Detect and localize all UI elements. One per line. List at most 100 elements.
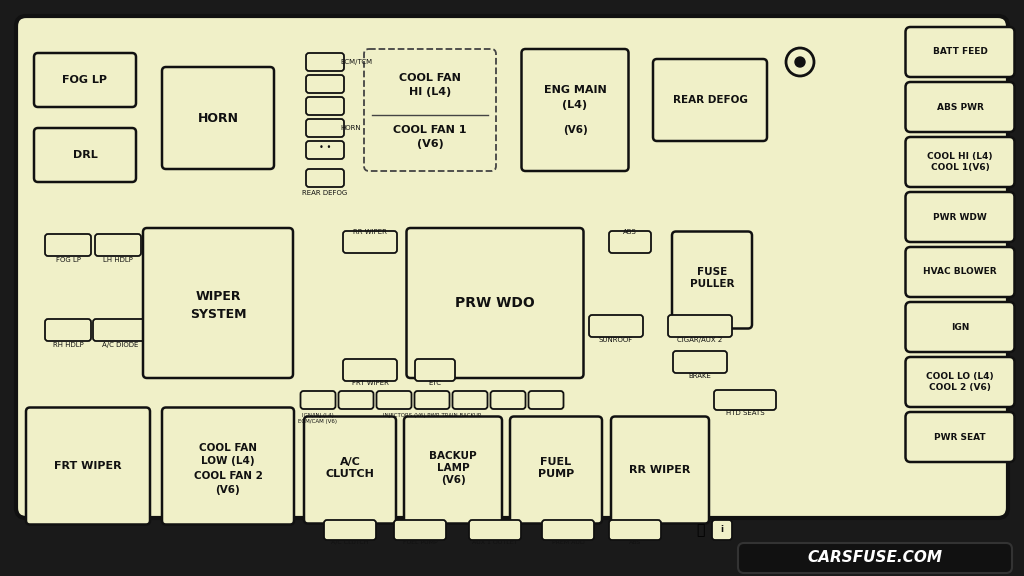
FancyBboxPatch shape: [905, 357, 1015, 407]
Text: HI (L4): HI (L4): [409, 87, 452, 97]
FancyBboxPatch shape: [469, 520, 521, 540]
FancyBboxPatch shape: [34, 53, 136, 107]
FancyBboxPatch shape: [93, 319, 147, 341]
FancyBboxPatch shape: [95, 234, 141, 256]
FancyBboxPatch shape: [339, 391, 374, 409]
FancyBboxPatch shape: [521, 49, 629, 171]
FancyBboxPatch shape: [306, 141, 344, 159]
FancyBboxPatch shape: [712, 520, 732, 540]
FancyBboxPatch shape: [672, 232, 752, 328]
Text: BRAKE: BRAKE: [688, 373, 712, 379]
Text: INJECTORS (V6) PWR TRAIN BACKUP: INJECTORS (V6) PWR TRAIN BACKUP: [383, 412, 481, 418]
Text: (V6): (V6): [216, 485, 241, 495]
FancyBboxPatch shape: [343, 231, 397, 253]
Text: FOG LP: FOG LP: [62, 75, 108, 85]
FancyBboxPatch shape: [453, 391, 487, 409]
Circle shape: [795, 57, 805, 67]
Text: BACKUP
LAMP
(V6): BACKUP LAMP (V6): [429, 452, 477, 484]
FancyBboxPatch shape: [300, 391, 336, 409]
Text: CARSFUSE.COM: CARSFUSE.COM: [808, 551, 942, 566]
FancyBboxPatch shape: [415, 391, 450, 409]
Text: A/C DIODE: A/C DIODE: [101, 342, 138, 348]
FancyBboxPatch shape: [609, 231, 651, 253]
Text: AUX 1 OUTLET: AUX 1 OUTLET: [472, 540, 518, 544]
Text: COOL FAN: COOL FAN: [399, 73, 461, 83]
FancyBboxPatch shape: [306, 75, 344, 93]
FancyBboxPatch shape: [162, 407, 294, 525]
Text: HORN: HORN: [198, 112, 239, 124]
Text: CIGAR/AUX 2: CIGAR/AUX 2: [677, 337, 723, 343]
Text: FRT WIPER: FRT WIPER: [351, 380, 388, 386]
Text: i: i: [721, 525, 724, 535]
FancyBboxPatch shape: [905, 137, 1015, 187]
Text: PRW WDO: PRW WDO: [455, 296, 535, 310]
Text: HTD SEATS: HTD SEATS: [726, 410, 764, 416]
Text: HORN: HORN: [340, 125, 360, 131]
Text: COOL FAN 1: COOL FAN 1: [393, 125, 467, 135]
Text: ETC: ETC: [428, 380, 441, 386]
FancyBboxPatch shape: [528, 391, 563, 409]
Text: PWR WDW: PWR WDW: [933, 213, 987, 222]
Text: FRT WIPER: FRT WIPER: [54, 461, 122, 471]
Text: ABS: ABS: [629, 540, 641, 544]
FancyBboxPatch shape: [668, 315, 732, 337]
FancyBboxPatch shape: [34, 128, 136, 182]
Text: RR WIPER: RR WIPER: [630, 465, 690, 475]
FancyBboxPatch shape: [304, 416, 396, 524]
Text: RR WIPER: RR WIPER: [353, 229, 387, 235]
Text: ENG MAIN: ENG MAIN: [544, 85, 606, 95]
FancyBboxPatch shape: [415, 359, 455, 381]
FancyBboxPatch shape: [143, 228, 293, 378]
FancyBboxPatch shape: [714, 390, 776, 410]
Text: REAR DEFOG: REAR DEFOG: [673, 95, 748, 105]
FancyBboxPatch shape: [162, 67, 274, 169]
Text: (V6): (V6): [562, 125, 588, 135]
FancyBboxPatch shape: [16, 16, 1008, 518]
FancyBboxPatch shape: [324, 520, 376, 540]
Text: A/C
CLUTCH: A/C CLUTCH: [326, 457, 375, 479]
Text: LOW (L4): LOW (L4): [201, 456, 255, 466]
Text: DRL: DRL: [73, 150, 97, 160]
Text: REAR DEFOG: REAR DEFOG: [302, 190, 347, 196]
Text: • •: • •: [318, 143, 331, 153]
FancyBboxPatch shape: [542, 520, 594, 540]
FancyBboxPatch shape: [609, 520, 662, 540]
FancyBboxPatch shape: [510, 416, 602, 524]
Text: FUEL
PUMP: FUEL PUMP: [538, 457, 574, 479]
Text: PREM AUD: PREM AUD: [552, 540, 585, 544]
Text: (L4): (L4): [562, 100, 588, 110]
Text: WIPER: WIPER: [196, 290, 241, 302]
Text: ECM/CAM (V6): ECM/CAM (V6): [299, 419, 338, 425]
Text: ECM/TCM: ECM/TCM: [340, 59, 372, 65]
FancyBboxPatch shape: [905, 302, 1015, 352]
FancyBboxPatch shape: [377, 391, 412, 409]
Text: FUSE
PULLER: FUSE PULLER: [690, 267, 734, 289]
FancyBboxPatch shape: [490, 391, 525, 409]
FancyBboxPatch shape: [343, 359, 397, 381]
Text: RH HDLP: RH HDLP: [52, 342, 83, 348]
Text: ABS PWR: ABS PWR: [937, 103, 983, 112]
Text: PWR SEAT: PWR SEAT: [934, 433, 986, 441]
FancyBboxPatch shape: [905, 412, 1015, 462]
FancyBboxPatch shape: [589, 315, 643, 337]
Text: 📖: 📖: [696, 523, 705, 537]
FancyBboxPatch shape: [905, 27, 1015, 77]
Text: FUEL PUMP: FUEL PUMP: [402, 540, 437, 544]
Text: SYSTEM: SYSTEM: [189, 309, 246, 321]
FancyBboxPatch shape: [306, 119, 344, 137]
Text: ABS: ABS: [624, 229, 637, 235]
FancyBboxPatch shape: [611, 416, 709, 524]
FancyBboxPatch shape: [306, 97, 344, 115]
FancyBboxPatch shape: [905, 82, 1015, 132]
Text: IGN/INJ (L4): IGN/INJ (L4): [302, 412, 334, 418]
FancyBboxPatch shape: [364, 49, 496, 171]
FancyBboxPatch shape: [653, 59, 767, 141]
Text: LH HDLP: LH HDLP: [103, 257, 133, 263]
FancyBboxPatch shape: [394, 520, 446, 540]
FancyBboxPatch shape: [306, 169, 344, 187]
FancyBboxPatch shape: [26, 407, 150, 525]
FancyBboxPatch shape: [306, 53, 344, 71]
Text: HVAC BLOWER: HVAC BLOWER: [924, 267, 996, 276]
FancyBboxPatch shape: [45, 319, 91, 341]
FancyBboxPatch shape: [673, 351, 727, 373]
